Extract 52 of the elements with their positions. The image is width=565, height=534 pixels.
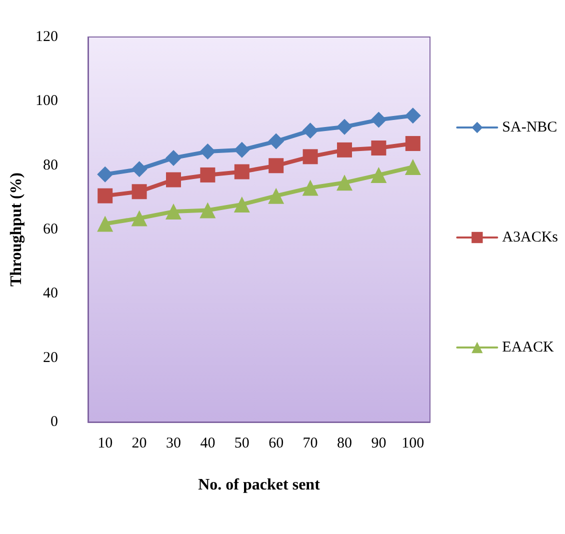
y-tick-label: 100 (36, 93, 58, 110)
point (302, 122, 318, 139)
x-axis-title: No. of packet sent (198, 476, 321, 494)
point (166, 172, 181, 188)
y-tick-label: 40 (43, 286, 58, 302)
y-axis-title: Throughput (%) (8, 172, 26, 286)
x-tick-label: 100 (402, 436, 424, 452)
point (336, 174, 352, 191)
y-tick-label: 80 (43, 157, 58, 174)
point (268, 188, 284, 204)
point (200, 202, 216, 218)
point (268, 133, 284, 150)
y-tick-label: 0 (50, 414, 58, 430)
point (405, 136, 420, 152)
point (370, 166, 387, 183)
point (337, 142, 352, 158)
x-tick-label: 10 (98, 436, 113, 452)
point (200, 167, 216, 182)
x-tick-label: 40 (200, 436, 216, 452)
point (268, 158, 284, 174)
x-tick-label: 90 (371, 436, 386, 452)
x-tick-label: 70 (302, 436, 318, 452)
y-tick-label: 60 (43, 222, 58, 238)
legend-label: SA-NBC (502, 120, 558, 136)
legend-label: EAACK (502, 340, 554, 356)
point (166, 204, 182, 220)
point (166, 150, 182, 166)
point (404, 158, 421, 175)
point (404, 108, 421, 124)
y-tick-label: 20 (43, 350, 58, 366)
point (234, 196, 250, 212)
point (131, 210, 148, 226)
point (98, 188, 113, 204)
x-tick-label: 80 (337, 436, 352, 452)
point (234, 142, 250, 158)
point (97, 216, 114, 232)
point (302, 149, 318, 164)
x-tick-label: 20 (132, 436, 147, 452)
point (200, 144, 216, 160)
legend-label: A3ACKs (502, 230, 558, 246)
x-tick-label: 50 (234, 436, 250, 452)
point (234, 164, 250, 180)
point (97, 166, 114, 182)
point (371, 140, 386, 156)
point (370, 112, 387, 128)
y-tick-label: 120 (36, 29, 58, 45)
point (336, 118, 352, 135)
point (131, 161, 148, 178)
x-tick-label: 60 (268, 436, 284, 452)
point (302, 180, 318, 196)
x-tick-label: 30 (166, 436, 181, 452)
point (132, 184, 147, 200)
